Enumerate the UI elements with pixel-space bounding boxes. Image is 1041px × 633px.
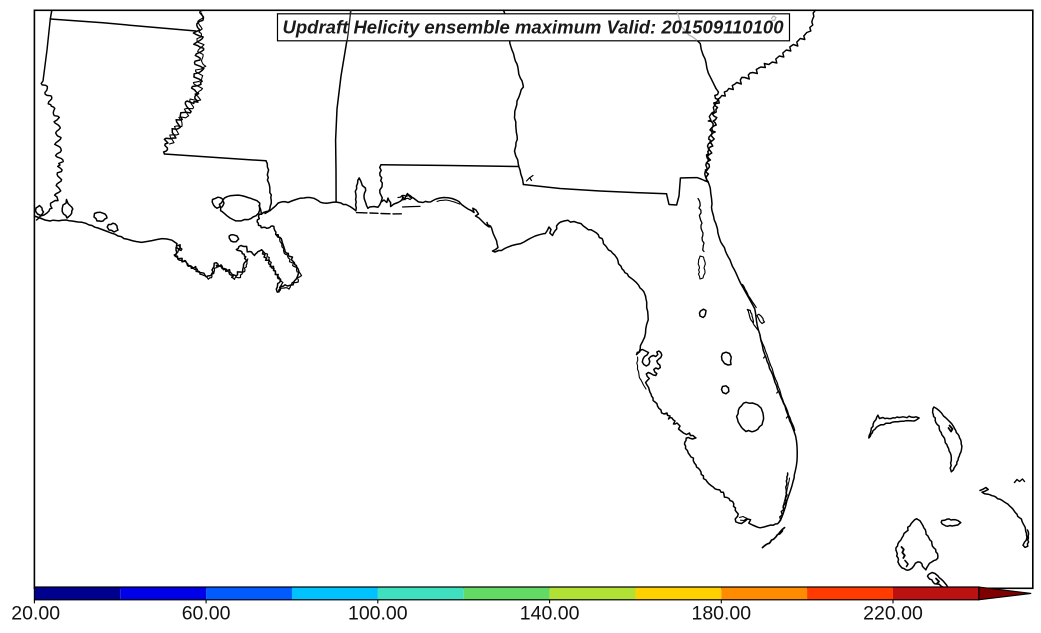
svg-text:60.00: 60.00 (182, 603, 231, 625)
svg-text:220.00: 220.00 (863, 603, 923, 625)
svg-text:180.00: 180.00 (691, 603, 751, 625)
svg-text:Updraft Helicity ensemble maxi: Updraft Helicity ensemble maximum Valid:… (283, 16, 785, 37)
svg-text:100.00: 100.00 (348, 603, 408, 625)
svg-text:140.00: 140.00 (520, 603, 580, 625)
svg-text:20.00: 20.00 (11, 603, 60, 625)
